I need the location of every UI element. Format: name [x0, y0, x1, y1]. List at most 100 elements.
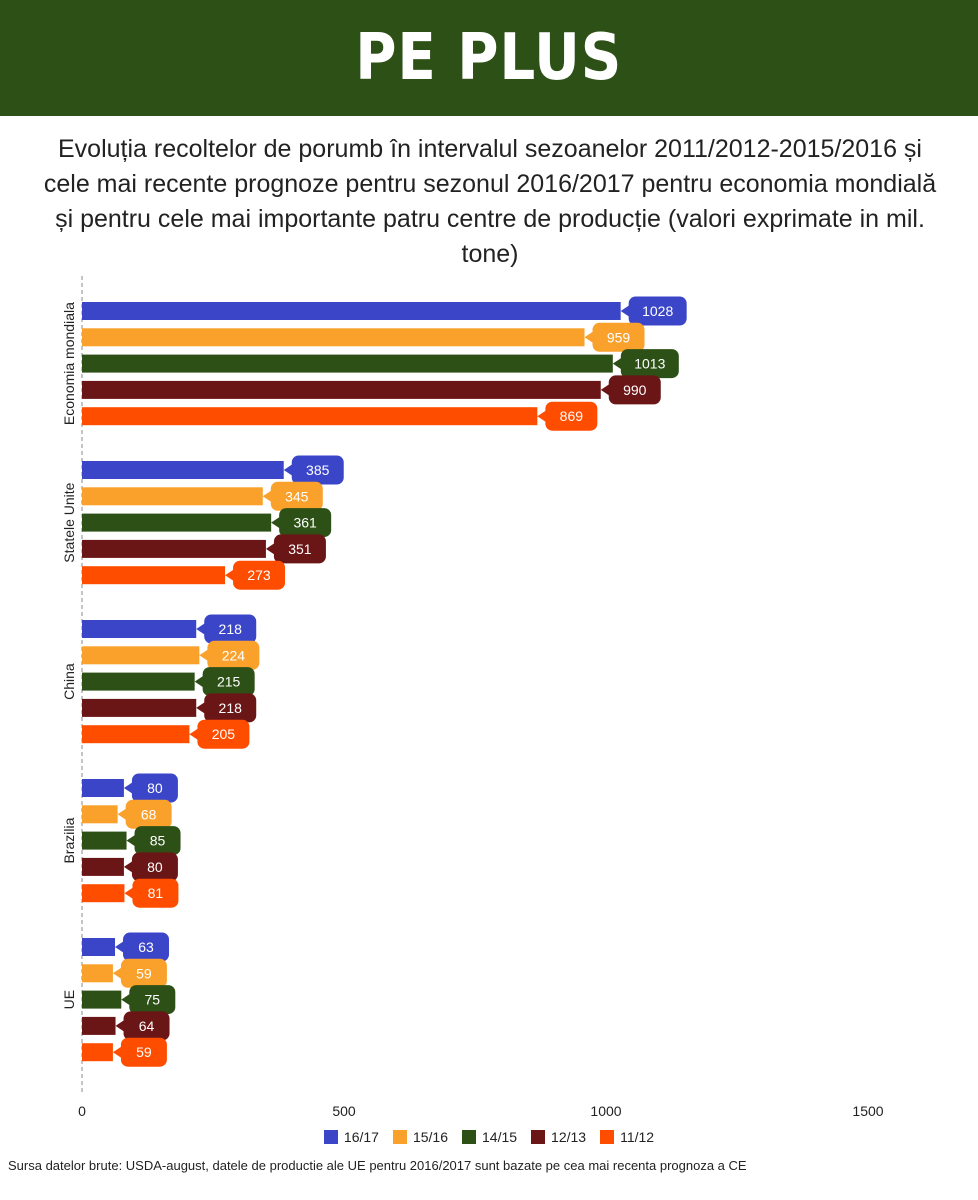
data-label-pointer	[189, 728, 199, 741]
data-label: 869	[560, 408, 584, 424]
bar	[82, 328, 585, 347]
data-label-bubble	[291, 455, 344, 485]
x-tick-label: 500	[332, 1103, 356, 1119]
data-label: 59	[136, 965, 152, 981]
chart-legend: 16/17 15/16 14/15 12/13 11/12	[0, 1129, 978, 1145]
data-label: 345	[285, 488, 309, 504]
x-tick-label: 1000	[590, 1103, 621, 1119]
bar	[82, 884, 125, 903]
legend-label: 15/16	[412, 1129, 448, 1145]
banner: PE PLUS	[0, 0, 978, 116]
category-label: Economia mondiala	[61, 302, 77, 425]
legend-label: 16/17	[343, 1129, 379, 1145]
legend-swatch	[462, 1130, 476, 1144]
data-label: 990	[623, 382, 647, 398]
legend-swatch	[323, 1130, 338, 1144]
data-label-bubble	[545, 401, 598, 431]
bar	[82, 964, 113, 983]
bar	[82, 805, 118, 824]
data-label-bubble	[620, 349, 679, 379]
data-label-bubble	[123, 932, 170, 962]
data-label-pointer	[225, 569, 235, 582]
banner-title: PE PLUS	[355, 21, 623, 95]
data-label-pointer	[620, 305, 630, 317]
data-label-pointer	[271, 516, 281, 529]
category-label: China	[61, 663, 77, 700]
data-label-pointer	[612, 357, 622, 370]
bar	[82, 646, 200, 665]
bar	[82, 938, 116, 956]
data-label-bubble	[207, 640, 260, 670]
data-label-bubble	[608, 375, 661, 405]
data-label-bubble	[592, 322, 645, 352]
bar	[82, 461, 284, 479]
legend-swatch	[600, 1130, 615, 1144]
x-tick-label: 1500	[852, 1103, 883, 1119]
data-label: 64	[139, 1018, 155, 1034]
chart-title: Evoluția recoltelor de porumb în interva…	[43, 135, 937, 268]
category-label: Brazilia	[61, 817, 77, 863]
bar	[82, 1016, 116, 1035]
data-label-pointer	[196, 623, 206, 635]
data-label-pointer	[584, 331, 594, 344]
data-label-bubble	[279, 508, 332, 538]
data-label: 385	[306, 462, 330, 478]
data-label: 218	[219, 700, 243, 716]
bar	[82, 620, 197, 638]
data-label-bubble	[273, 534, 326, 564]
data-label: 80	[147, 780, 163, 796]
data-label-pointer	[112, 1046, 122, 1059]
legend-item: 12/13	[531, 1129, 586, 1145]
data-label: 81	[148, 885, 164, 901]
legend-item: 15/16	[392, 1129, 448, 1145]
data-label-pointer	[199, 649, 209, 662]
data-label-pointer	[126, 834, 136, 847]
data-label-bubble	[270, 481, 323, 511]
data-label-bubble	[204, 614, 257, 644]
bar	[82, 302, 621, 320]
data-label: 959	[607, 329, 631, 345]
legend-item: 11/12	[600, 1129, 654, 1145]
data-label: 68	[141, 806, 157, 822]
bar	[82, 566, 226, 585]
data-label-bubble	[197, 719, 250, 749]
bar	[82, 1043, 113, 1062]
data-label-pointer	[600, 383, 610, 396]
legend-swatch	[531, 1130, 546, 1144]
data-label: 1028	[642, 303, 673, 319]
data-label-pointer	[124, 887, 134, 900]
data-label-pointer	[115, 1019, 125, 1032]
category-label: UE	[61, 990, 77, 1009]
legend-label: 14/15	[482, 1129, 518, 1145]
data-label-pointer	[115, 941, 125, 953]
x-tick-label: 0	[78, 1103, 86, 1119]
data-label-pointer	[262, 490, 272, 503]
data-label-bubble	[204, 693, 257, 723]
bar	[82, 725, 190, 744]
data-label-bubble	[120, 1037, 167, 1067]
bar	[82, 380, 601, 399]
legend-item: 14/15	[462, 1129, 517, 1145]
bar	[82, 407, 538, 426]
data-label-bubble	[120, 958, 167, 988]
data-label: 224	[222, 647, 246, 663]
data-label-bubble	[123, 1011, 170, 1041]
data-label-bubble	[628, 296, 687, 326]
data-label: 63	[138, 939, 154, 955]
data-label: 351	[288, 541, 312, 557]
bar	[82, 513, 272, 532]
data-label: 361	[293, 515, 317, 531]
data-label: 215	[217, 674, 241, 690]
data-label-pointer	[112, 967, 122, 980]
data-label: 85	[150, 833, 166, 849]
data-label-pointer	[121, 993, 131, 1006]
data-label-pointer	[123, 782, 133, 794]
data-label-pointer	[194, 675, 204, 688]
data-label-pointer	[537, 410, 547, 423]
legend-label: 11/12	[620, 1129, 655, 1145]
data-label-bubble	[125, 799, 172, 829]
data-label-pointer	[123, 860, 133, 873]
bar	[82, 698, 197, 717]
data-label-pointer	[117, 808, 127, 821]
